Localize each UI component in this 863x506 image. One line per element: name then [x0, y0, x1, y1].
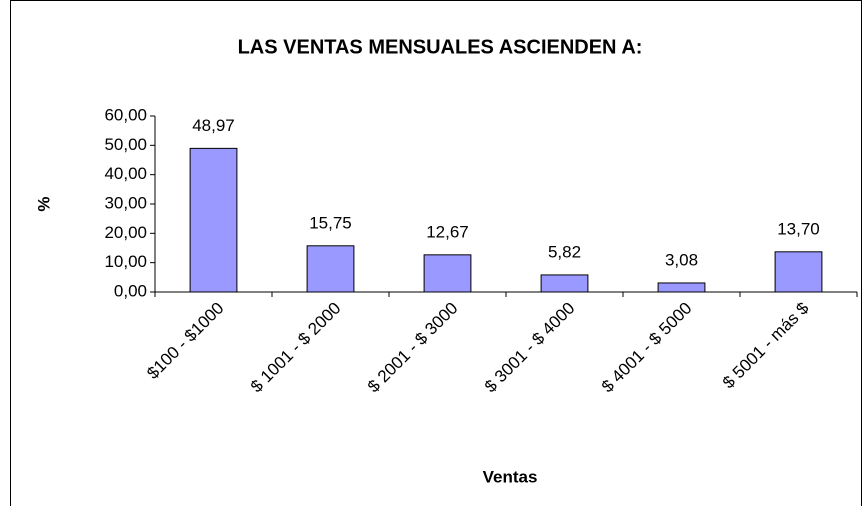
value-label: 12,67: [426, 222, 469, 241]
y-axis-label: %: [34, 196, 53, 211]
bar: [540, 274, 589, 293]
bar: [423, 254, 472, 293]
bar: [306, 245, 355, 293]
y-tick-label: 30,00: [104, 193, 147, 212]
value-label: 3,08: [665, 250, 698, 269]
bar: [774, 251, 823, 293]
value-label: 15,75: [309, 213, 352, 232]
y-tick-label: 10,00: [104, 252, 147, 271]
y-tick-label: 40,00: [104, 164, 147, 183]
y-tick-label: 50,00: [104, 135, 147, 154]
chart-border: [10, 0, 862, 506]
bar: [189, 147, 238, 293]
value-label: 48,97: [192, 116, 235, 135]
value-label: 5,82: [548, 242, 581, 261]
bar: [657, 282, 706, 293]
chart-title: LAS VENTAS MENSUALES ASCIENDEN A:: [238, 36, 643, 58]
value-label: 13,70: [777, 219, 820, 238]
y-tick-label: 60,00: [104, 105, 147, 124]
y-tick-label: 20,00: [104, 223, 147, 242]
x-axis-label: Ventas: [483, 467, 538, 486]
y-tick-label: 0,00: [114, 281, 147, 300]
